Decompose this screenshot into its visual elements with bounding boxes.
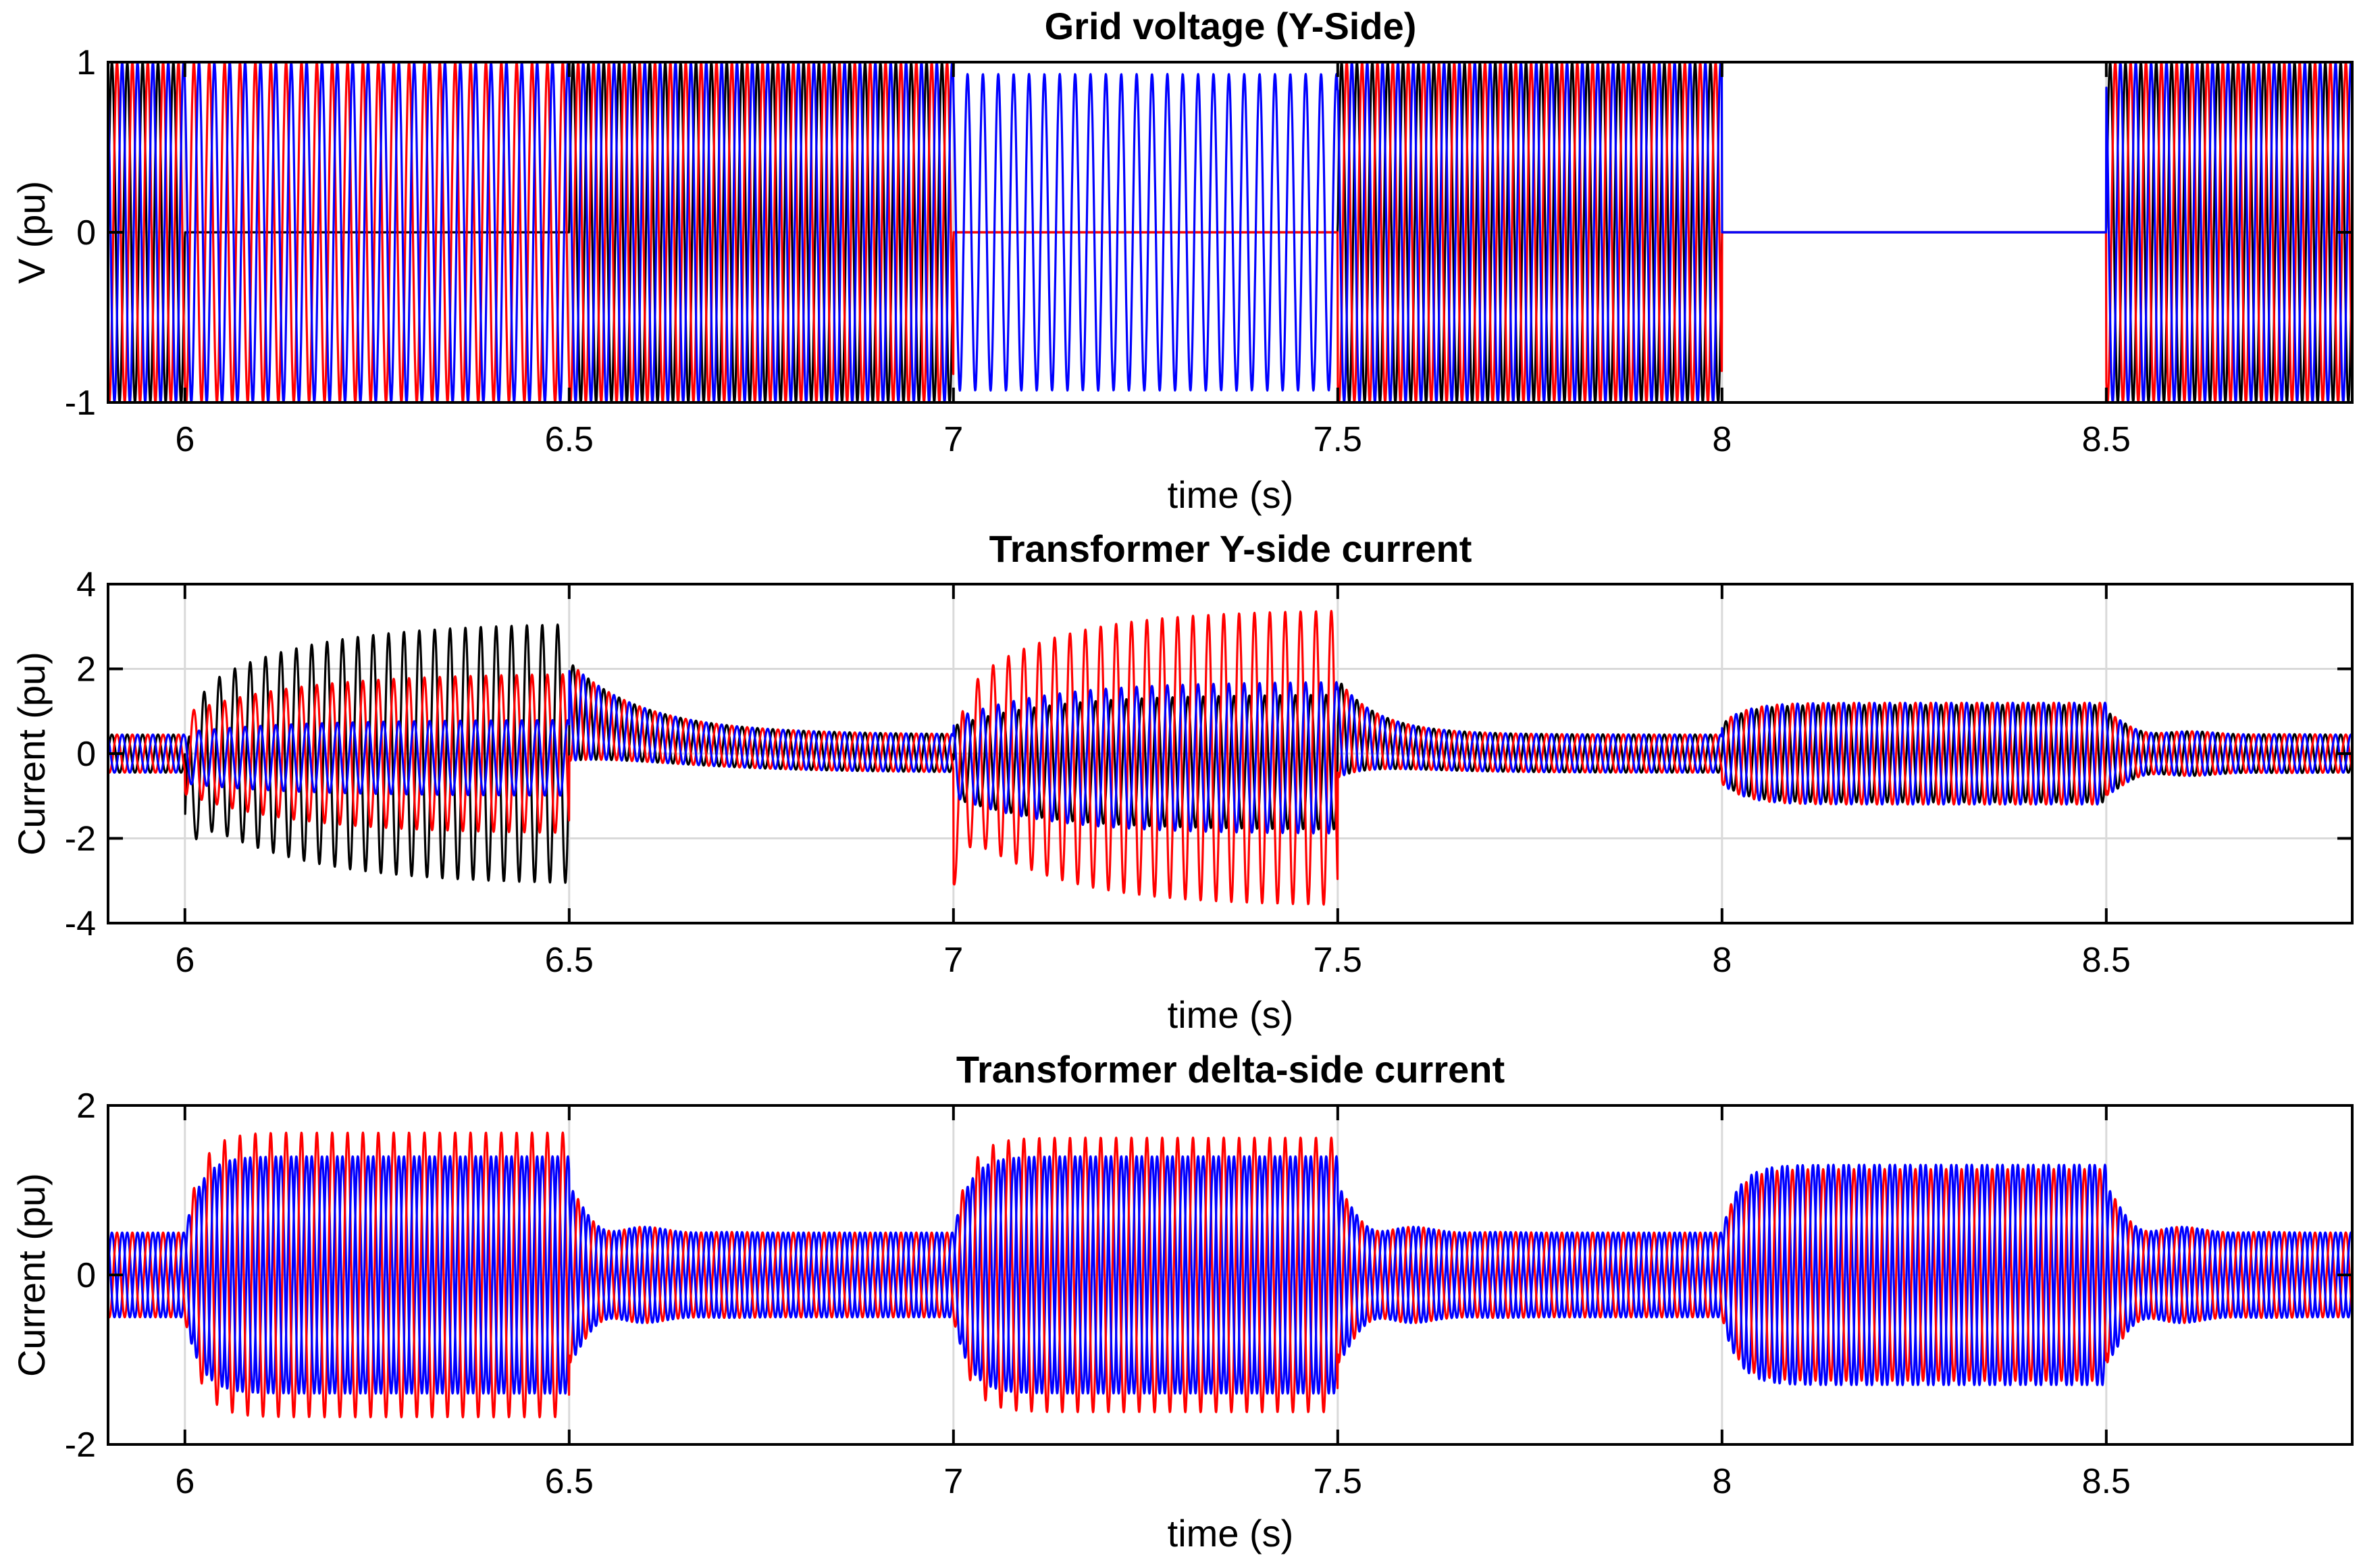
xtick-label-4: 8 — [1712, 420, 1732, 459]
trace-phase-c — [108, 62, 2352, 402]
xtick-label-5: 8.5 — [2082, 941, 2131, 980]
ytick-label-1: -2 — [65, 820, 96, 859]
ytick-label-0: -4 — [65, 904, 96, 943]
xtick-label-5: 8.5 — [2082, 1462, 2131, 1501]
xtick-label-0: 6 — [175, 941, 194, 980]
subplot-1-traces — [108, 62, 2352, 402]
subplot-2-title: Transformer Y-side current — [989, 527, 1472, 570]
ytick-label-4: 4 — [76, 565, 96, 604]
subplot-3-ticks: 6 6.5 7 7.5 8 8.5 -2 0 2 — [65, 1087, 2352, 1501]
xtick-label-3: 7.5 — [1314, 941, 1362, 980]
xtick-label-0: 6 — [175, 420, 194, 459]
subplot-grid-voltage: Grid voltage (Y-Side) 6 6.5 7 7.5 8 8.5 -1 0 1 t… — [10, 5, 2354, 516]
trace-phase-a — [108, 623, 2352, 884]
xtick-label-2: 7 — [943, 420, 963, 459]
xtick-label-2: 7 — [943, 941, 963, 980]
xtick-label-1: 6.5 — [545, 941, 594, 980]
subplot-1-xlabel: time (s) — [1168, 473, 1294, 516]
ytick-label-1: 0 — [76, 213, 96, 253]
subplot-2-xlabel: time (s) — [1168, 993, 1294, 1036]
subplot-1-title: Grid voltage (Y-Side) — [1045, 5, 1417, 47]
ytick-label-3: 2 — [76, 650, 96, 689]
xtick-label-1: 6.5 — [545, 420, 594, 459]
subplot-1-ylabel: V (pu) — [10, 181, 53, 284]
xtick-label-4: 8 — [1712, 941, 1732, 980]
subplot-delta-side-current: Transformer delta-side current 6 6.5 7 7.5 8… — [10, 1048, 2354, 1554]
subplot-2-ylabel: Current (pu) — [10, 652, 53, 856]
ytick-label-2: 1 — [76, 43, 96, 82]
subplot-2-traces — [108, 610, 2352, 906]
ytick-label-0: -1 — [65, 384, 96, 423]
subplot-y-side-current: Transformer Y-side current 6 6.5 7 7.5 8 8.5 -… — [10, 527, 2354, 1036]
subplot-2-ticks: 6 6.5 7 7.5 8 8.5 -4 -2 0 2 4 — [65, 565, 2352, 980]
xtick-label-2: 7 — [943, 1462, 963, 1501]
trace-phase-c — [108, 670, 2352, 835]
ytick-label-2: 2 — [76, 1087, 96, 1126]
trace-phase-a — [108, 1155, 2352, 1395]
trace-phase-b — [108, 1131, 2352, 1419]
subplot-3-traces — [108, 1131, 2352, 1419]
xtick-label-1: 6.5 — [545, 1462, 594, 1501]
ytick-label-2: 0 — [76, 735, 96, 774]
xtick-label-3: 7.5 — [1314, 1462, 1362, 1501]
ytick-label-1: 0 — [76, 1256, 96, 1295]
trace-phase-c — [108, 1155, 2352, 1395]
ytick-label-0: -2 — [65, 1426, 96, 1465]
subplot-3-title: Transformer delta-side current — [956, 1048, 1505, 1091]
xtick-label-5: 8.5 — [2082, 420, 2131, 459]
trace-phase-b — [108, 610, 2352, 906]
xtick-label-4: 8 — [1712, 1462, 1732, 1501]
subplot-1-ticks: 6 6.5 7 7.5 8 8.5 -1 0 1 — [65, 43, 2352, 459]
xtick-label-0: 6 — [175, 1462, 194, 1501]
subplot-3-xlabel: time (s) — [1168, 1512, 1294, 1554]
xtick-label-3: 7.5 — [1314, 420, 1362, 459]
subplot-3-ylabel: Current (pu) — [10, 1173, 53, 1377]
